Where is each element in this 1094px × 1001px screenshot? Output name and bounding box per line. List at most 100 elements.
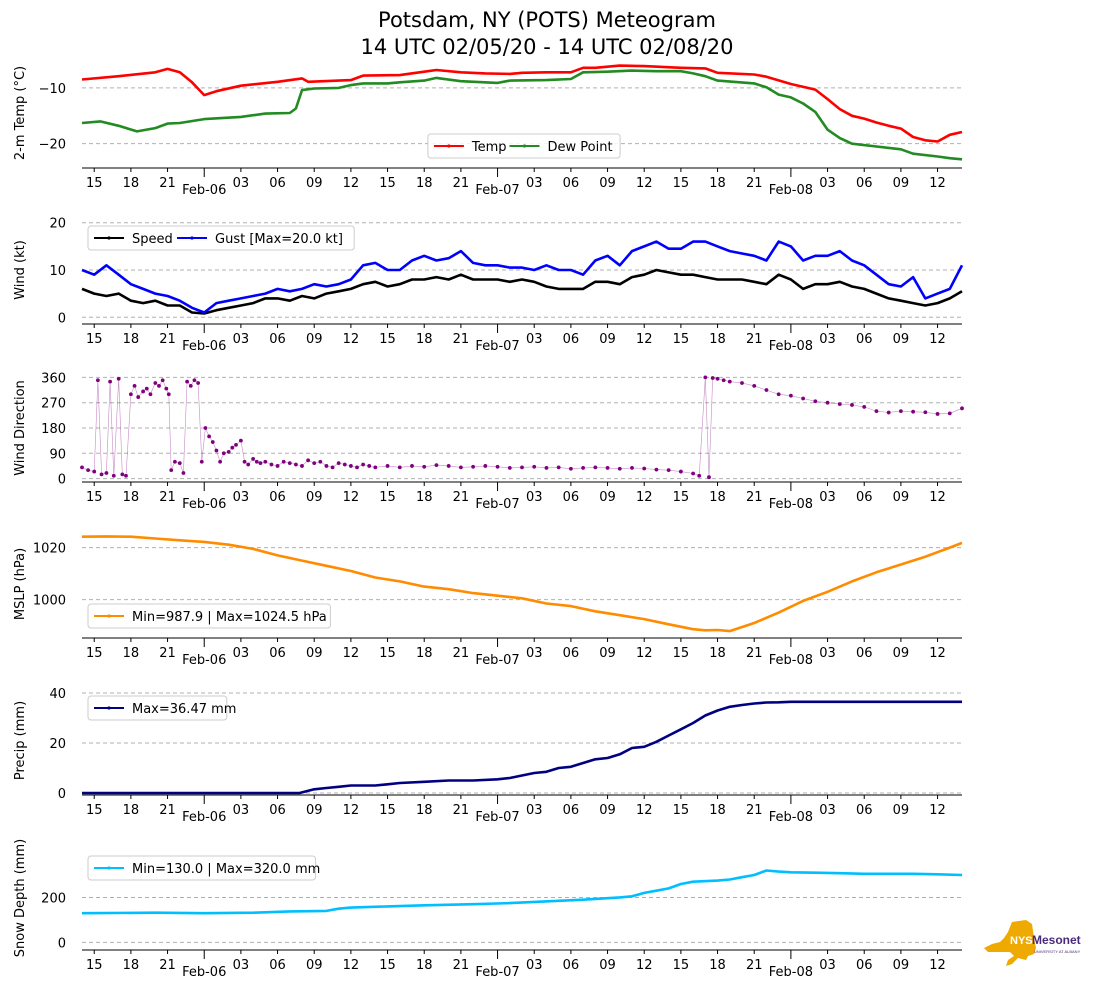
data-point xyxy=(703,375,708,380)
x-tick-label: 09 xyxy=(306,176,323,191)
x-tick-label: 18 xyxy=(709,490,726,505)
data-point xyxy=(715,376,720,381)
x-tick-label: 15 xyxy=(673,332,690,347)
legend-marker xyxy=(107,614,111,618)
x-tick-label: 15 xyxy=(379,490,396,505)
legend-label: Max=36.47 mm xyxy=(132,702,236,717)
panel-snow-depth: 0 200 Snow Depth (mm) 15 18 21 03 06 09 12 15 18 21 0… xyxy=(13,839,963,980)
data-point xyxy=(160,378,165,383)
data-point xyxy=(458,465,463,470)
data-point xyxy=(124,473,128,478)
legend-marker xyxy=(107,236,111,240)
x-tick-label: 12 xyxy=(929,332,946,347)
series-line xyxy=(81,535,963,633)
x-tick-label: 15 xyxy=(673,646,690,661)
legend-label: Speed xyxy=(132,232,173,247)
x-tick-label: 18 xyxy=(123,176,140,191)
legend-box xyxy=(87,695,228,721)
x-tick-label: 09 xyxy=(893,490,910,505)
data-point xyxy=(263,459,268,464)
series-line xyxy=(81,869,963,915)
data-point xyxy=(813,399,818,404)
data-point xyxy=(218,459,223,464)
data-point xyxy=(99,472,104,477)
x-tick-label: 06 xyxy=(269,332,286,347)
x-tick-label: 06 xyxy=(269,958,286,973)
new-york-state-shape-icon xyxy=(984,920,1036,966)
data-point xyxy=(281,459,286,464)
data-point xyxy=(532,464,537,469)
panel-wind: 0 10 20 Wind (kt) 15 18 21 03 06 09 12 15 18 21 03 06 09… xyxy=(13,217,964,354)
x-tick-label: 03 xyxy=(233,803,250,818)
y-axis-label: Wind (kt) xyxy=(13,240,28,300)
data-point xyxy=(128,392,133,397)
y-tick-label: 0 xyxy=(58,473,66,488)
data-point xyxy=(678,469,683,474)
x-date-label: Feb-07 xyxy=(475,810,519,825)
legend-label: Min=130.0 | Max=320.0 mm xyxy=(132,862,320,877)
x-tick-label: 06 xyxy=(269,646,286,661)
data-point xyxy=(630,466,634,470)
y-tick-label: −10 xyxy=(39,82,66,97)
x-tick-label: 12 xyxy=(343,803,360,818)
y-tick-label: 0 xyxy=(58,936,66,951)
x-tick-label: 03 xyxy=(233,958,250,973)
data-point xyxy=(177,461,182,466)
x-tick-label: 03 xyxy=(233,646,250,661)
x-tick-label: 15 xyxy=(379,646,396,661)
data-point xyxy=(776,392,781,397)
legend-label: Min=987.9 | Max=1024.5 hPa xyxy=(132,610,327,625)
x-tick-label: 18 xyxy=(709,958,726,973)
x-tick-label: 15 xyxy=(86,646,103,661)
data-point xyxy=(911,409,916,414)
data-point xyxy=(116,376,121,381)
legend-label: Gust [Max=20.0 kt] xyxy=(215,232,343,247)
x-tick-label: 21 xyxy=(159,490,176,505)
data-point xyxy=(111,473,116,478)
data-point xyxy=(752,383,757,388)
data-point xyxy=(269,462,274,467)
data-point xyxy=(446,464,451,468)
data-point xyxy=(355,465,359,470)
data-point xyxy=(92,469,97,474)
x-tick-label: 03 xyxy=(526,332,543,347)
x-tick-label: 18 xyxy=(416,958,433,973)
x-tick-label: 21 xyxy=(453,646,470,661)
data-point xyxy=(192,378,197,383)
x-tick-label: 18 xyxy=(123,803,140,818)
x-tick-label: 12 xyxy=(636,646,653,661)
y-tick-label: 40 xyxy=(49,687,66,702)
y-tick-label: 20 xyxy=(49,737,66,752)
data-point xyxy=(947,411,952,416)
x-tick-label: 18 xyxy=(416,490,433,505)
y-axis-label: Wind Direction xyxy=(13,380,28,476)
x-tick-label: 18 xyxy=(123,958,140,973)
legend-marker xyxy=(522,144,527,148)
x-tick-label: 21 xyxy=(159,803,176,818)
data-point xyxy=(254,459,259,464)
data-point xyxy=(898,409,903,414)
y-tick-label: 20 xyxy=(49,217,66,232)
data-point xyxy=(80,465,84,470)
series-line-direction xyxy=(81,377,963,478)
data-point xyxy=(367,464,372,468)
x-tick-label: 09 xyxy=(599,646,616,661)
data-point xyxy=(287,461,292,466)
nys-mesonet-logo: NYS Mesonet UNIVERSITY AT ALBANY xyxy=(984,920,1081,966)
data-point xyxy=(164,386,169,391)
x-tick-label: 03 xyxy=(819,958,836,973)
data-point xyxy=(874,409,879,414)
x-tick-label: 12 xyxy=(636,803,653,818)
data-point xyxy=(293,462,298,467)
x-date-label: Feb-06 xyxy=(182,183,226,198)
x-tick-label: 21 xyxy=(746,490,763,505)
chart-title-line-2: 14 UTC 02/05/20 - 14 UTC 02/08/20 xyxy=(360,35,734,59)
data-point xyxy=(642,466,647,471)
x-tick-label: 15 xyxy=(86,958,103,973)
x-tick-label: 06 xyxy=(856,958,873,973)
x-tick-label: 18 xyxy=(416,646,433,661)
data-point xyxy=(507,466,512,470)
x-tick-label: 21 xyxy=(159,176,176,191)
x-tick-label: 09 xyxy=(893,803,910,818)
